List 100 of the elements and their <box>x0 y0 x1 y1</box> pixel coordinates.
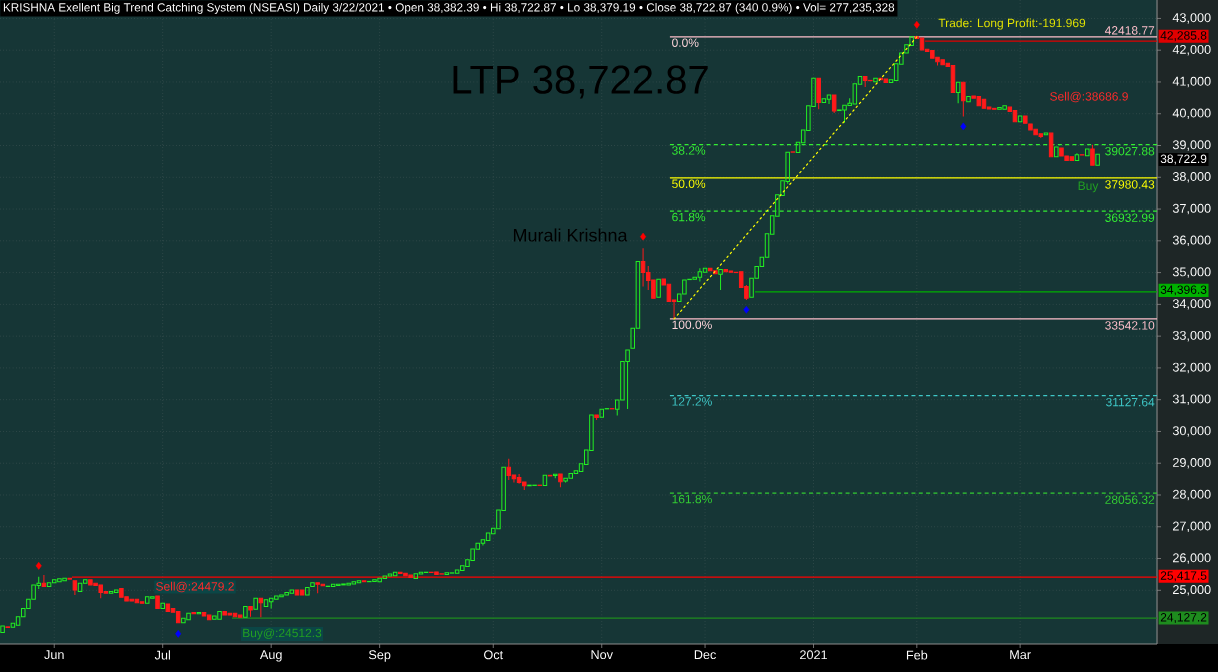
y-tick-label: 33,000 <box>1172 330 1211 342</box>
y-tick-label: 40,000 <box>1172 108 1211 119</box>
ref-line-label: 36932.99 <box>1105 213 1155 222</box>
annotation: Buy@:24512.3 <box>243 628 322 640</box>
annotation: Murali Krishna <box>513 228 628 242</box>
candlestick <box>206 614 212 621</box>
annotation: 50.0% <box>672 179 706 189</box>
annotation: Buy <box>1078 181 1099 193</box>
x-tick-label: Sep <box>368 650 391 662</box>
candlestick <box>506 458 512 481</box>
y-tick-label: 36,000 <box>1172 235 1211 247</box>
candlestick <box>1095 153 1100 166</box>
candlestick <box>1085 148 1090 157</box>
y-tick-label: 27,000 <box>1173 521 1211 533</box>
candlestick <box>961 81 966 118</box>
chart-title: KRISHNA Exellent Big Trend Catching System (NSEASI) Daily 3/22/2021 • Open 38,382.39 • Hi 38,722.87 • Lo 38,379.19 • Close 38,722.87 (340 0.9%) • Vol= 277,235,328 <box>3 2 895 14</box>
y-tick-label: 39,000 <box>1172 140 1211 151</box>
point <box>640 232 647 241</box>
annotation: Sell@:38686.9 <box>1050 91 1128 103</box>
y-tick-label: 28,000 <box>1173 489 1211 501</box>
text: 38,722.9 <box>1160 154 1207 165</box>
candlestick <box>258 597 264 618</box>
point <box>35 561 42 570</box>
candlestick <box>299 589 305 596</box>
x-tick-label: Aug <box>259 650 282 662</box>
candlestick <box>392 571 398 577</box>
ref-line-label: 24,127.2 <box>1160 613 1207 623</box>
y-tick-label: 38,000 <box>1172 172 1211 183</box>
y-tick-label: 30,000 <box>1172 426 1211 437</box>
y-tick-label: 26,000 <box>1173 553 1211 564</box>
ref-line-label: 42,285.8 <box>1160 31 1207 42</box>
candlestick <box>1054 146 1059 158</box>
y-tick-label: 41,000 <box>1172 76 1211 88</box>
candlestick <box>1074 152 1080 161</box>
y-tick-label: 37,000 <box>1172 203 1211 215</box>
x-tick-label: Jun <box>44 650 64 660</box>
ref-line-label: 28056.32 <box>1105 495 1155 504</box>
candlestick <box>542 474 548 486</box>
candlestick <box>305 586 310 596</box>
ref-line-label: 42418.77 <box>1104 26 1155 35</box>
x-tick-label: 2021 <box>800 650 827 660</box>
annotation: 38.2% <box>672 146 706 155</box>
candlestick <box>41 574 47 587</box>
ref-line-label: 25,417.5 <box>1160 571 1207 582</box>
candlestick <box>656 278 661 298</box>
annotation: LTP 38,722.87 <box>453 65 708 99</box>
candlestick <box>165 603 171 613</box>
candlestick <box>413 573 419 580</box>
annotation: Sell@:24479.2 <box>156 581 234 593</box>
y-tick-label: 35,000 <box>1172 267 1211 278</box>
y-tick-label: 29,000 <box>1173 457 1211 469</box>
y-tick-label: 31,000 <box>1172 394 1211 405</box>
x-tick-label: Jul <box>154 650 170 660</box>
candlestick <box>67 577 72 580</box>
candlestick <box>191 612 196 615</box>
candlestick <box>444 572 450 575</box>
candlestick <box>966 96 971 103</box>
candlestick <box>175 611 181 624</box>
y-tick-label: 34,000 <box>1172 299 1211 310</box>
ref-line-label: 33542.10 <box>1105 321 1155 330</box>
y-tick-label: 25,000 <box>1173 585 1211 596</box>
candlestick <box>821 98 827 104</box>
y-tick-label: 43,000 <box>1172 13 1211 24</box>
ref-line-label: 34,396.3 <box>1160 285 1207 296</box>
candlestick <box>873 77 878 83</box>
candlestick <box>113 589 119 594</box>
candlestick <box>0 625 5 634</box>
annotation: 100.0% <box>672 320 712 330</box>
ref-line-label: 37980.43 <box>1105 180 1155 189</box>
point <box>743 305 750 314</box>
candlestick <box>361 580 367 583</box>
candlestick <box>718 268 723 291</box>
candlestick <box>160 602 165 609</box>
candlestick <box>243 606 248 618</box>
annotation: 0.0% <box>672 38 699 47</box>
x-tick-label: Dec <box>694 650 716 660</box>
candlestick <box>253 597 258 610</box>
y-tick-label: 42,000 <box>1172 44 1211 56</box>
x-tick-label: Oct <box>484 650 504 660</box>
ref-line-label: 31127.64 <box>1106 397 1155 407</box>
y-tick-label: 32,000 <box>1172 362 1211 374</box>
candlestick <box>155 595 160 609</box>
annotation: Trade: Long Profit:-191.969 <box>938 18 1086 30</box>
candlestick <box>1043 132 1049 136</box>
x-tick-label: Mar <box>1010 650 1031 660</box>
point <box>175 629 182 638</box>
ref-line-label: 39027.88 <box>1105 146 1155 156</box>
annotation: 61.8% <box>672 212 706 222</box>
point <box>913 20 920 29</box>
candlestick <box>1048 132 1054 158</box>
x-tick-label: Feb <box>906 650 928 660</box>
candlestick <box>1017 115 1023 123</box>
x-tick-label: Nov <box>591 650 613 660</box>
candlestick <box>72 580 78 596</box>
point <box>960 122 967 131</box>
candlestick <box>955 81 961 104</box>
annotation: 127.2% <box>672 397 712 406</box>
candlestick <box>196 612 202 615</box>
candlestick <box>547 474 553 477</box>
annotation: 161.8% <box>672 494 712 504</box>
